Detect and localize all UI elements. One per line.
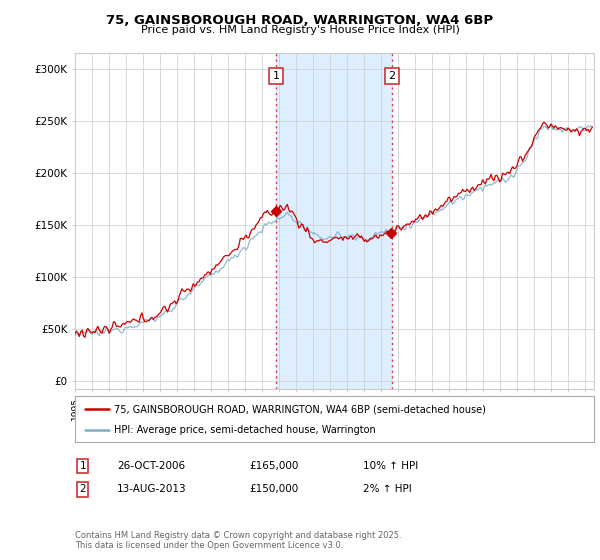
Text: 2: 2 xyxy=(388,71,395,81)
Text: 10% ↑ HPI: 10% ↑ HPI xyxy=(363,461,418,471)
Text: 13-AUG-2013: 13-AUG-2013 xyxy=(117,484,187,494)
Text: HPI: Average price, semi-detached house, Warrington: HPI: Average price, semi-detached house,… xyxy=(114,425,376,435)
Text: £150,000: £150,000 xyxy=(249,484,298,494)
Text: 2% ↑ HPI: 2% ↑ HPI xyxy=(363,484,412,494)
Text: £165,000: £165,000 xyxy=(249,461,298,471)
Text: 2: 2 xyxy=(79,484,86,494)
Text: 1: 1 xyxy=(79,461,86,471)
Text: 75, GAINSBOROUGH ROAD, WARRINGTON, WA4 6BP (semi-detached house): 75, GAINSBOROUGH ROAD, WARRINGTON, WA4 6… xyxy=(114,404,486,414)
Bar xyxy=(276,53,392,389)
Text: 75, GAINSBOROUGH ROAD, WARRINGTON, WA4 6BP: 75, GAINSBOROUGH ROAD, WARRINGTON, WA4 6… xyxy=(106,14,494,27)
Text: 26-OCT-2006: 26-OCT-2006 xyxy=(117,461,185,471)
Text: Price paid vs. HM Land Registry's House Price Index (HPI): Price paid vs. HM Land Registry's House … xyxy=(140,25,460,35)
Text: Contains HM Land Registry data © Crown copyright and database right 2025.
This d: Contains HM Land Registry data © Crown c… xyxy=(75,531,401,550)
Text: 1: 1 xyxy=(272,71,280,81)
